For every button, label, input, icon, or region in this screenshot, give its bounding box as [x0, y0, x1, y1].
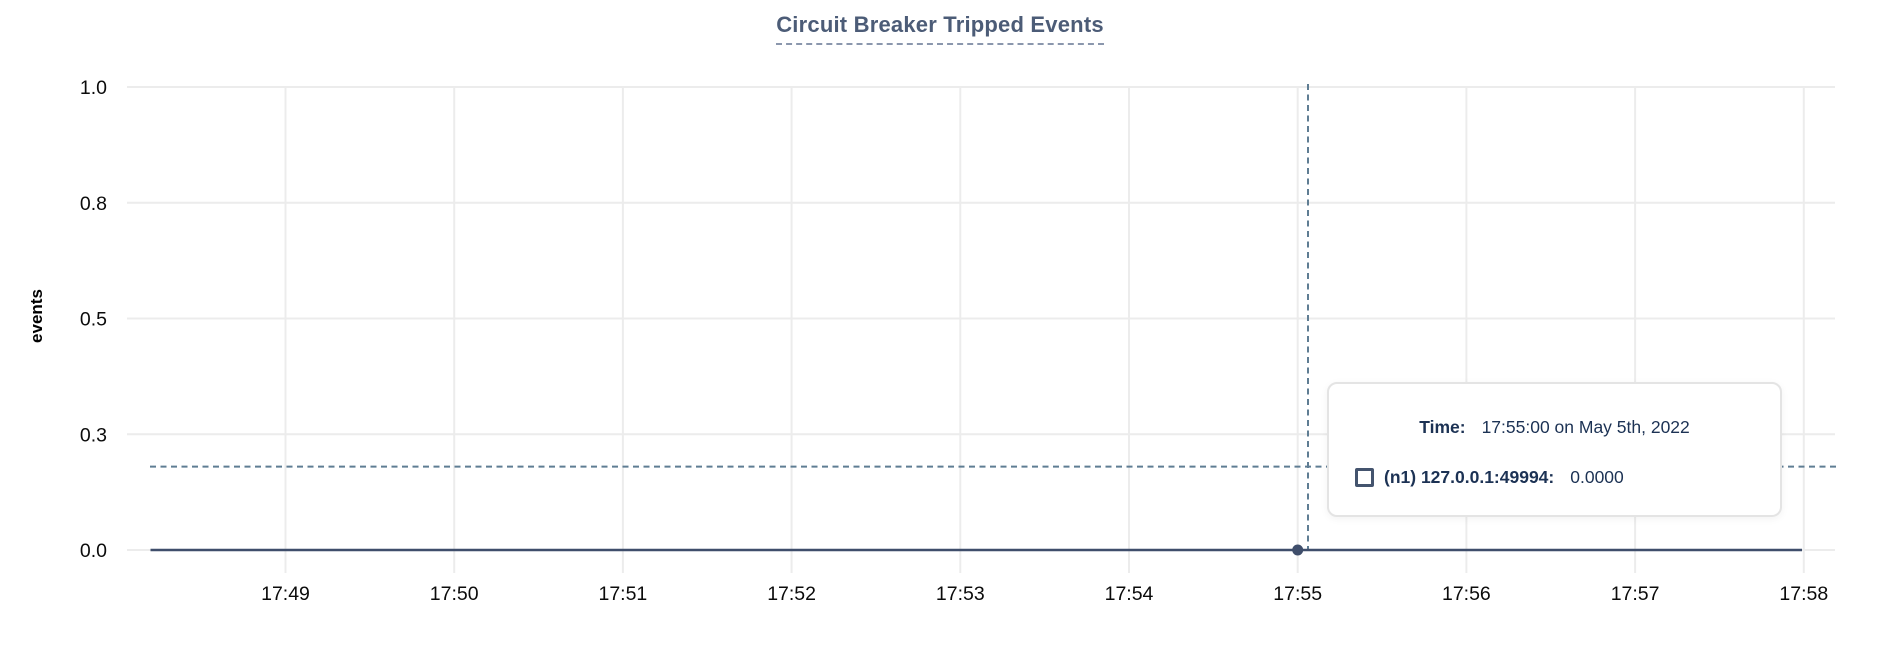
x-tick-label: 17:54: [1105, 583, 1154, 605]
tooltip-time-row: Time: 17:55:00 on May 5th, 2022: [1355, 416, 1754, 438]
tooltip-time-value: 17:55:00 on May 5th, 2022: [1481, 417, 1690, 437]
tooltip-time-label: Time:: [1419, 417, 1466, 437]
x-tick-label: 17:53: [936, 583, 985, 605]
tooltip-series-value: 0.0000: [1570, 467, 1624, 487]
y-tick-label: 0.3: [80, 424, 107, 446]
chart-title-text[interactable]: Circuit Breaker Tripped Events: [776, 12, 1104, 45]
highlighted-point: [1292, 544, 1304, 556]
chart-title: Circuit Breaker Tripped Events: [0, 12, 1880, 45]
y-tick-label: 1.0: [80, 77, 107, 99]
y-axis-label: events: [27, 289, 46, 343]
x-tick-label: 17:51: [598, 583, 647, 605]
series-marker-icon: [1355, 467, 1374, 487]
x-tick-label: 17:56: [1442, 583, 1491, 605]
y-tick-label: 0.5: [80, 309, 107, 331]
x-tick-label: 17:57: [1611, 583, 1660, 605]
tooltip-series-row: (n1) 127.0.0.1:49994: 0.0000: [1355, 466, 1754, 488]
y-tick-label: 0.8: [80, 193, 107, 215]
tooltip-series-name: (n1) 127.0.0.1:49994:: [1384, 467, 1555, 487]
x-tick-label: 17:58: [1779, 583, 1828, 605]
x-tick-label: 17:50: [430, 583, 479, 605]
chart-tooltip: Time: 17:55:00 on May 5th, 2022 (n1) 127.…: [1327, 382, 1782, 517]
x-tick-label: 17:49: [261, 583, 310, 605]
x-tick-label: 17:52: [767, 583, 816, 605]
x-tick-label: 17:55: [1273, 583, 1322, 605]
y-tick-label: 0.0: [80, 540, 107, 562]
